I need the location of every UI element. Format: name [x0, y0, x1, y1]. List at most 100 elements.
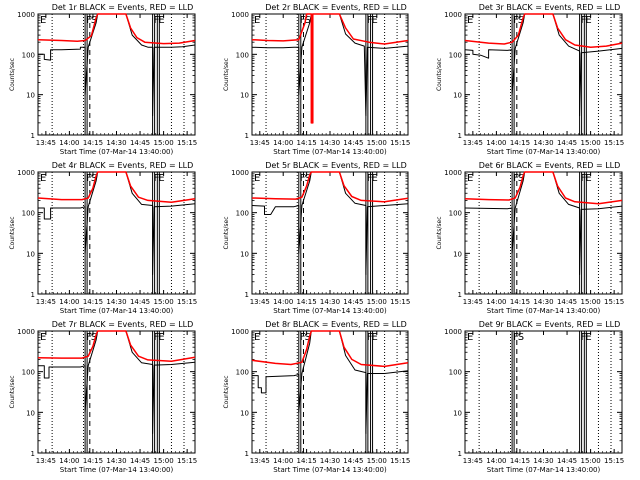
x-tick-label: 14:45: [130, 298, 150, 306]
x-axis-label: Start Time (07-Mar-14 13:40:00): [273, 307, 387, 315]
x-tick-label: 15:15: [390, 139, 410, 147]
flag-label: E: [585, 173, 591, 184]
y-tick-label: 1000: [17, 328, 35, 336]
x-tick-label: 14:15: [83, 457, 103, 465]
y-tick-label: 100: [22, 210, 35, 218]
x-tick-label: 14:45: [130, 457, 150, 465]
x-tick-label: 14:45: [557, 139, 577, 147]
x-tick-label: 13:45: [463, 457, 483, 465]
x-tick-label: 15:00: [367, 457, 387, 465]
y-tick-label: 10: [240, 92, 249, 100]
y-tick-label: 100: [236, 369, 249, 377]
flag-label: E: [254, 332, 260, 343]
y-axis-label: Counts/sec: [9, 58, 16, 91]
flag-label: F: [154, 173, 160, 184]
lld-series-line: [251, 330, 409, 368]
y-axis-label: Counts/sec: [9, 375, 16, 408]
y-axis-label: Counts/sec: [223, 58, 230, 91]
x-axis-label: Start Time (07-Mar-14 13:40:00): [487, 466, 601, 474]
flag-label: F: [581, 15, 587, 26]
flag-label: E: [585, 332, 591, 343]
panel-title: Det 2r BLACK = Events, RED = LLD: [265, 3, 407, 12]
x-tick-label: 15:15: [390, 457, 410, 465]
y-axis-label: Counts/sec: [9, 216, 16, 249]
x-tick-label: 14:30: [106, 298, 126, 306]
y-tick-label: 1: [245, 450, 249, 458]
x-axis-label: Start Time (07-Mar-14 13:40:00): [273, 466, 387, 474]
x-tick-label: 15:15: [604, 457, 624, 465]
panel-title: Det 3r BLACK = Events, RED = LLD: [479, 3, 621, 12]
flag-label: F: [86, 15, 92, 26]
y-tick-label: 100: [22, 51, 35, 59]
x-tick-label: 14:00: [273, 298, 293, 306]
flag-label: S: [91, 15, 97, 26]
y-tick-label: 1: [245, 291, 249, 299]
y-tick-label: 100: [22, 369, 35, 377]
y-tick-label: 100: [449, 51, 462, 59]
x-tick-label: 14:30: [320, 457, 340, 465]
x-axis-label: Start Time (07-Mar-14 13:40:00): [273, 148, 387, 156]
flag-label: F: [154, 15, 160, 26]
x-tick-label: 14:15: [510, 298, 530, 306]
flag-label: F: [367, 332, 373, 343]
y-tick-label: 10: [240, 409, 249, 417]
x-tick-label: 14:45: [557, 457, 577, 465]
x-tick-label: 13:45: [250, 457, 270, 465]
x-tick-label: 13:45: [463, 298, 483, 306]
panel-title: Det 4r BLACK = Events, RED = LLD: [52, 161, 194, 170]
flag-label: E: [254, 173, 260, 184]
flag-label: F: [513, 15, 519, 26]
x-tick-label: 15:00: [154, 457, 174, 465]
flag-label: F: [581, 173, 587, 184]
flag-label: E: [254, 15, 260, 26]
flag-label: F: [581, 332, 587, 343]
lld-series-line: [37, 13, 196, 45]
flag-label: E: [372, 15, 378, 26]
x-tick-label: 15:15: [390, 298, 410, 306]
flag-label: E: [467, 332, 473, 343]
x-axis-label: Start Time (07-Mar-14 13:40:00): [487, 307, 601, 315]
panel-title: Det 9r BLACK = Events, RED = LLD: [479, 320, 621, 329]
x-tick-label: 14:15: [83, 139, 103, 147]
x-tick-label: 14:15: [510, 457, 530, 465]
x-tick-label: 14:15: [297, 298, 317, 306]
y-tick-label: 1: [458, 291, 462, 299]
flag-label: S: [518, 15, 524, 26]
flag-label: E: [40, 15, 46, 26]
flag-label: F: [86, 332, 92, 343]
flag-label: F: [300, 15, 306, 26]
x-tick-label: 14:30: [320, 298, 340, 306]
x-tick-label: 14:30: [320, 139, 340, 147]
flag-label: S: [91, 173, 97, 184]
y-tick-label: 10: [240, 250, 249, 258]
x-axis-label: Start Time (07-Mar-14 13:40:00): [60, 148, 174, 156]
events-series-line: [464, 13, 623, 117]
flag-label: F: [86, 173, 92, 184]
y-tick-label: 1000: [444, 11, 462, 19]
x-tick-label: 14:00: [486, 139, 506, 147]
events-series-line: [38, 330, 196, 435]
flag-label: F: [154, 332, 160, 343]
y-tick-label: 1: [31, 450, 35, 458]
x-axis-label: Start Time (07-Mar-14 13:40:00): [487, 148, 601, 156]
flag-label: S: [91, 332, 97, 343]
y-tick-label: 100: [449, 369, 462, 377]
flag-label: E: [40, 332, 46, 343]
events-series-line: [38, 171, 196, 276]
x-tick-label: 14:45: [343, 139, 363, 147]
x-tick-label: 13:45: [36, 457, 56, 465]
x-tick-label: 13:45: [250, 298, 270, 306]
y-tick-label: 10: [453, 250, 462, 258]
lld-series-line: [464, 171, 623, 205]
x-tick-label: 14:15: [297, 139, 317, 147]
y-tick-label: 10: [26, 92, 35, 100]
y-tick-label: 10: [26, 409, 35, 417]
x-tick-label: 14:15: [297, 457, 317, 465]
events-series-line: [252, 330, 409, 435]
x-tick-label: 13:45: [463, 139, 483, 147]
